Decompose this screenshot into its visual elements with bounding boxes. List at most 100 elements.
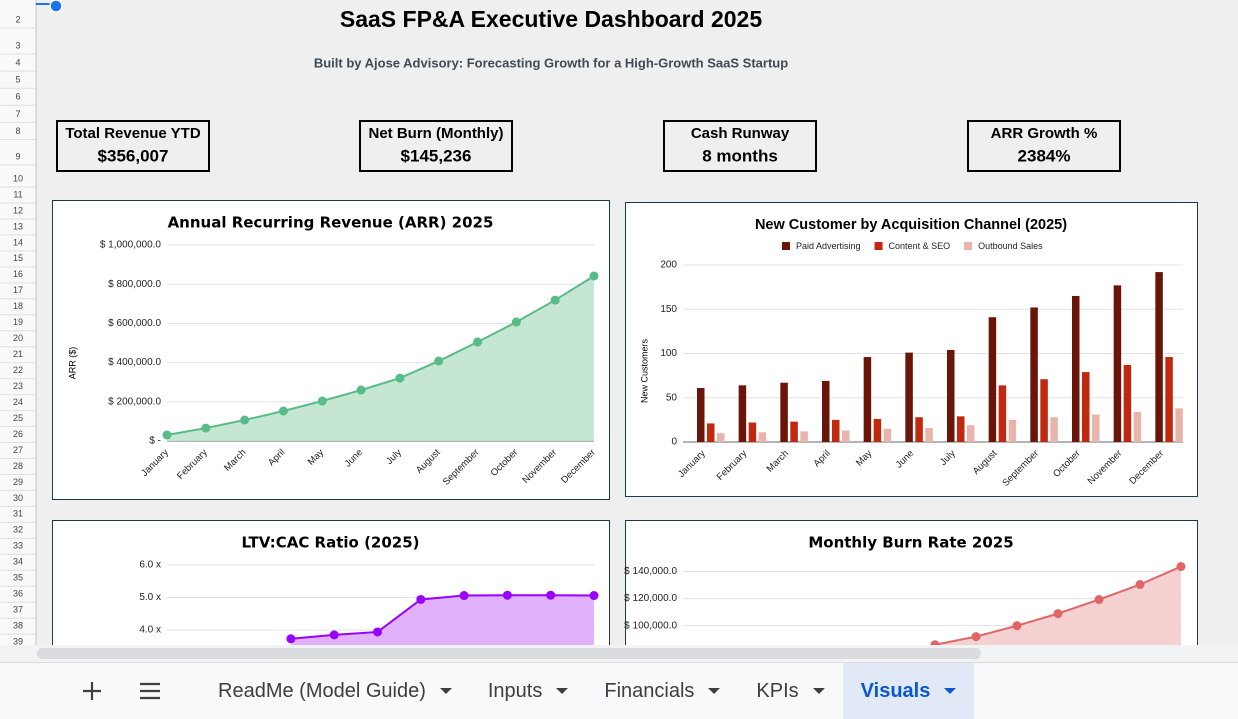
bar bbox=[1123, 365, 1132, 442]
bar bbox=[988, 317, 997, 442]
row-number: 21 bbox=[13, 349, 23, 359]
legend-swatch bbox=[782, 242, 790, 250]
data-point bbox=[511, 317, 521, 327]
kpi-value: $356,007 bbox=[98, 146, 169, 165]
bar bbox=[748, 422, 757, 442]
bar bbox=[1082, 372, 1090, 442]
sheet-tab[interactable]: Inputs bbox=[470, 663, 586, 719]
y-tick-label: $ 100,000.0 bbox=[624, 620, 677, 631]
row-number: 36 bbox=[13, 589, 23, 599]
data-point bbox=[1012, 621, 1022, 631]
data-point bbox=[550, 295, 560, 305]
data-point bbox=[356, 385, 366, 395]
sheet-tab-label: KPIs bbox=[756, 679, 799, 702]
row-number: 13 bbox=[13, 221, 23, 231]
row-number: 6 bbox=[15, 92, 20, 102]
legend-label: Outbound Sales bbox=[978, 241, 1043, 251]
dashboard-subtitle: Built by Ajose Advisory: Forecasting Gro… bbox=[314, 55, 788, 70]
kpi-label: Total Revenue YTD bbox=[65, 125, 200, 142]
all-sheets-button[interactable] bbox=[130, 671, 170, 711]
row-number: 8 bbox=[15, 126, 20, 136]
data-point bbox=[589, 271, 599, 281]
chart-title: Annual Recurring Revenue (ARR) 2025 bbox=[168, 214, 494, 232]
scroll-thumb[interactable] bbox=[37, 648, 981, 659]
bar bbox=[780, 382, 788, 442]
line bbox=[290, 594, 595, 640]
area-fill bbox=[290, 595, 594, 645]
bar bbox=[1165, 357, 1173, 442]
row-number: 26 bbox=[13, 429, 23, 439]
row-number: 5 bbox=[15, 75, 20, 85]
bar bbox=[790, 421, 798, 442]
row-number: 18 bbox=[13, 301, 23, 311]
row-number: 32 bbox=[13, 525, 23, 535]
data-point bbox=[589, 591, 599, 601]
kpi-label: Cash Runway bbox=[691, 125, 790, 142]
y-tick-label: $ 600,000.0 bbox=[108, 318, 161, 329]
data-point bbox=[416, 594, 426, 604]
bar bbox=[957, 416, 965, 442]
data-point bbox=[329, 630, 339, 640]
tab-menu-arrow[interactable] bbox=[439, 687, 452, 695]
arrow-icon bbox=[708, 688, 721, 694]
row-number: 38 bbox=[13, 621, 23, 631]
row-number: 9 bbox=[15, 151, 20, 161]
data-point bbox=[930, 640, 940, 645]
bar bbox=[832, 419, 840, 442]
tab-menu-arrow[interactable] bbox=[812, 687, 825, 695]
sheet-tabs-bar: ReadMe (Model Guide) Inputs Financials KPIs… bbox=[0, 662, 1238, 719]
tab-menu-arrow[interactable] bbox=[708, 687, 721, 695]
row-number: 29 bbox=[13, 477, 23, 487]
row-number: 35 bbox=[13, 573, 23, 583]
bar bbox=[863, 357, 872, 442]
sheet-canvas: SaaS FP&A Executive Dashboard 2025 Built… bbox=[0, 0, 1198, 645]
sheet-tab[interactable]: Visuals bbox=[842, 663, 975, 719]
data-point bbox=[1053, 609, 1063, 619]
bar bbox=[842, 430, 850, 442]
selection-handle[interactable] bbox=[49, 0, 63, 13]
y-tick-label: 4.0 x bbox=[139, 625, 161, 636]
sheet-tab-label: Visuals bbox=[860, 679, 931, 702]
row-number: 11 bbox=[13, 189, 22, 199]
row-number: 12 bbox=[13, 205, 23, 215]
sheet-tab[interactable]: ReadMe (Model Guide) bbox=[200, 663, 470, 719]
add-sheet-button[interactable] bbox=[72, 671, 112, 711]
data-point bbox=[240, 415, 250, 425]
sheet-tab[interactable]: Financials bbox=[586, 663, 738, 719]
sheet-tab[interactable]: KPIs bbox=[738, 663, 842, 719]
y-tick-label: 150 bbox=[660, 304, 677, 315]
bar bbox=[822, 380, 830, 442]
y-tick-label: $ 200,000.0 bbox=[108, 396, 161, 407]
kpi-value: 8 months bbox=[702, 146, 778, 165]
row-number: 37 bbox=[13, 605, 23, 615]
bar bbox=[1040, 379, 1048, 442]
chart-title: New Customer by Acquisition Channel (202… bbox=[755, 217, 1067, 233]
line bbox=[166, 275, 595, 436]
y-axis-title: ARR ($) bbox=[67, 347, 77, 380]
row-number: 28 bbox=[13, 461, 23, 471]
tab-menu-arrow[interactable] bbox=[556, 687, 569, 695]
row-number: 39 bbox=[13, 637, 23, 645]
kpi-card bbox=[967, 120, 1121, 172]
bar bbox=[967, 425, 975, 442]
row-number: 31 bbox=[13, 509, 23, 519]
bar bbox=[947, 349, 955, 442]
kpi-card bbox=[56, 120, 210, 172]
data-point bbox=[546, 590, 556, 600]
tab-menu-arrow[interactable] bbox=[944, 687, 957, 695]
bar bbox=[1072, 295, 1080, 442]
area-fill bbox=[167, 275, 594, 441]
bar bbox=[1008, 419, 1017, 442]
sheet-tab-label: Inputs bbox=[487, 679, 543, 702]
arrow-icon bbox=[944, 688, 957, 694]
data-point bbox=[971, 632, 981, 642]
bar bbox=[883, 428, 892, 442]
bar bbox=[1133, 411, 1142, 442]
y-axis-title: New Customers bbox=[639, 338, 649, 403]
row-number: 27 bbox=[13, 445, 23, 455]
y-tick-label: 100 bbox=[660, 348, 677, 359]
data-point bbox=[373, 627, 382, 637]
row-number: 10 bbox=[13, 173, 23, 183]
